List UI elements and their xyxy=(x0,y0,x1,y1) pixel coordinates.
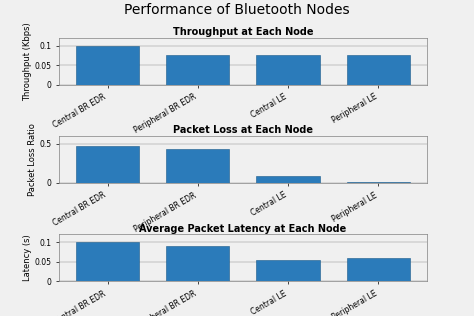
Bar xyxy=(256,56,319,85)
Bar xyxy=(256,260,319,281)
Y-axis label: Throughput (Kbps): Throughput (Kbps) xyxy=(23,22,32,101)
Y-axis label: Packet Loss Ratio: Packet Loss Ratio xyxy=(27,123,36,196)
X-axis label: Node Name: Node Name xyxy=(218,137,268,146)
Bar xyxy=(76,146,139,183)
Bar xyxy=(166,56,229,85)
Title: Throughput at Each Node: Throughput at Each Node xyxy=(173,27,313,37)
Y-axis label: Latency (s): Latency (s) xyxy=(23,234,32,281)
Bar xyxy=(76,46,139,85)
X-axis label: Node Name: Node Name xyxy=(218,235,268,244)
Bar xyxy=(166,149,229,183)
Title: Packet Loss at Each Node: Packet Loss at Each Node xyxy=(173,125,313,136)
Bar xyxy=(346,56,410,85)
Text: Performance of Bluetooth Nodes: Performance of Bluetooth Nodes xyxy=(124,3,350,17)
Title: Average Packet Latency at Each Node: Average Packet Latency at Each Node xyxy=(139,224,346,234)
Bar xyxy=(346,258,410,281)
Bar xyxy=(256,176,319,183)
Bar xyxy=(166,246,229,281)
Bar xyxy=(76,242,139,281)
Bar xyxy=(346,182,410,183)
